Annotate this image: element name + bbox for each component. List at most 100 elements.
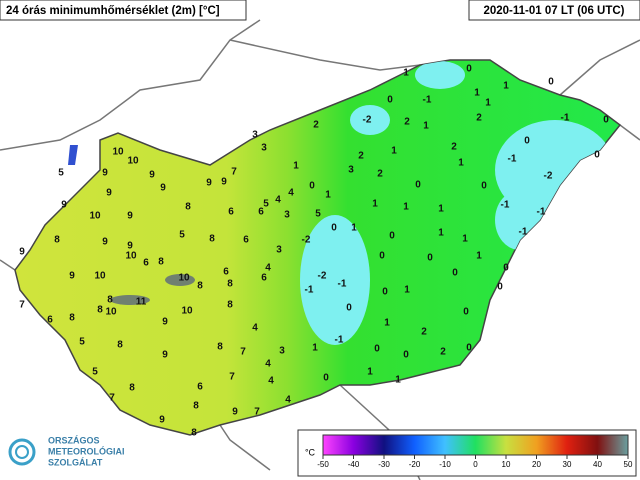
station-value: 1 <box>485 98 491 109</box>
station-value: 10 <box>94 271 106 282</box>
station-value: -1 <box>508 154 517 165</box>
station-value: 0 <box>497 282 503 293</box>
station-value: 10 <box>125 251 137 262</box>
station-value: 0 <box>331 223 337 234</box>
station-value: -1 <box>537 207 546 218</box>
date: 2020-11-01 07 LT (06 UTC) <box>483 5 624 17</box>
station-value: 0 <box>427 253 433 264</box>
station-value: 4 <box>275 195 281 206</box>
station-value: 3 <box>348 165 354 176</box>
legend-tick-label: 40 <box>593 460 602 469</box>
station-value: 3 <box>252 130 258 141</box>
station-value: -1 <box>561 113 570 124</box>
station-value: -2 <box>318 271 327 282</box>
station-value: 0 <box>452 268 458 279</box>
station-value: 0 <box>374 344 380 355</box>
station-value: 5 <box>92 367 98 378</box>
station-value: 8 <box>193 401 199 412</box>
station-value: 8 <box>158 257 164 268</box>
station-value: 6 <box>223 267 229 278</box>
station-value: -2 <box>302 235 311 246</box>
station-value: 9 <box>162 317 168 328</box>
station-value: 1 <box>391 146 397 157</box>
station-value: 6 <box>143 258 149 269</box>
station-value: 10 <box>89 211 101 222</box>
station-value: 9 <box>127 211 133 222</box>
station-value: 1 <box>404 285 410 296</box>
legend-tick-label: 50 <box>624 460 633 469</box>
station-value: 1 <box>476 251 482 262</box>
lake <box>68 145 78 165</box>
station-value: -1 <box>338 279 347 290</box>
station-value: 8 <box>209 234 215 245</box>
station-value: 9 <box>102 237 108 248</box>
station-value: 8 <box>191 428 197 439</box>
station-value: 8 <box>185 202 191 213</box>
station-value: 5 <box>79 337 85 348</box>
legend-unit: °C <box>305 447 316 457</box>
title: 24 órás minimumhőmérséklet (2m) [°C] <box>6 5 220 17</box>
station-value: 2 <box>451 142 457 153</box>
station-value: 10 <box>127 156 139 167</box>
station-value: 2 <box>313 120 319 131</box>
station-value: 8 <box>227 279 233 290</box>
station-value: 10 <box>181 306 193 317</box>
station-value: 0 <box>503 263 509 274</box>
station-value: 0 <box>403 350 409 361</box>
station-value: 8 <box>97 305 103 316</box>
station-value: 3 <box>261 143 267 154</box>
legend-tick-label: 20 <box>532 460 541 469</box>
station-value: 0 <box>481 181 487 192</box>
station-value: 0 <box>548 77 554 88</box>
logo: ORSZÁGOS METEOROLÓGIAI SZOLGÁLAT <box>8 435 125 467</box>
legend-tick-label: 10 <box>502 460 511 469</box>
station-value: 8 <box>129 383 135 394</box>
station-value: 8 <box>54 235 60 246</box>
station-value: 3 <box>279 346 285 357</box>
station-value: 0 <box>463 307 469 318</box>
station-value: -1 <box>501 200 510 211</box>
station-value: 9 <box>221 177 227 188</box>
station-value: 2 <box>440 347 446 358</box>
station-value: 9 <box>106 188 112 199</box>
station-value: 1 <box>438 204 444 215</box>
logo-line: METEOROLÓGIAI <box>48 445 125 456</box>
station-value: 6 <box>47 315 53 326</box>
station-value: 6 <box>261 273 267 284</box>
station-value: 9 <box>159 415 165 426</box>
station-value: 1 <box>503 81 509 92</box>
station-value: 3 <box>284 210 290 221</box>
borders <box>0 19 640 480</box>
station-value: 7 <box>19 300 25 311</box>
station-value: 1 <box>474 88 480 99</box>
station-value: 9 <box>149 170 155 181</box>
station-value: 9 <box>69 271 75 282</box>
station-value: 3 <box>276 245 282 256</box>
station-value: 0 <box>309 181 315 192</box>
station-value: 9 <box>19 247 25 258</box>
station-value: 0 <box>524 136 530 147</box>
station-value: -1 <box>423 95 432 106</box>
station-value: 0 <box>389 231 395 242</box>
station-value: 8 <box>227 300 233 311</box>
date-box <box>468 0 640 21</box>
legend-ticks: -50 -40 -30 -20 -10 0 10 20 30 40 50 <box>317 455 633 469</box>
station-value: 1 <box>384 318 390 329</box>
station-value: 10 <box>178 273 190 284</box>
station-value: 1 <box>367 367 373 378</box>
station-value: 4 <box>265 263 271 274</box>
legend-tick-label: -50 <box>317 460 329 469</box>
colorbar <box>322 434 629 456</box>
station-value: 2 <box>377 169 383 180</box>
station-value: 6 <box>197 382 203 393</box>
station-value: 8 <box>69 313 75 324</box>
station-value: 1 <box>403 68 409 79</box>
station-value: 11 <box>136 297 147 308</box>
station-value: -2 <box>363 115 372 126</box>
station-value: 1 <box>312 343 318 354</box>
station-value: 9 <box>232 407 238 418</box>
logo-line: SZOLGÁLAT <box>48 457 103 467</box>
legend-tick-label: -30 <box>378 460 390 469</box>
station-value: 9 <box>160 183 166 194</box>
